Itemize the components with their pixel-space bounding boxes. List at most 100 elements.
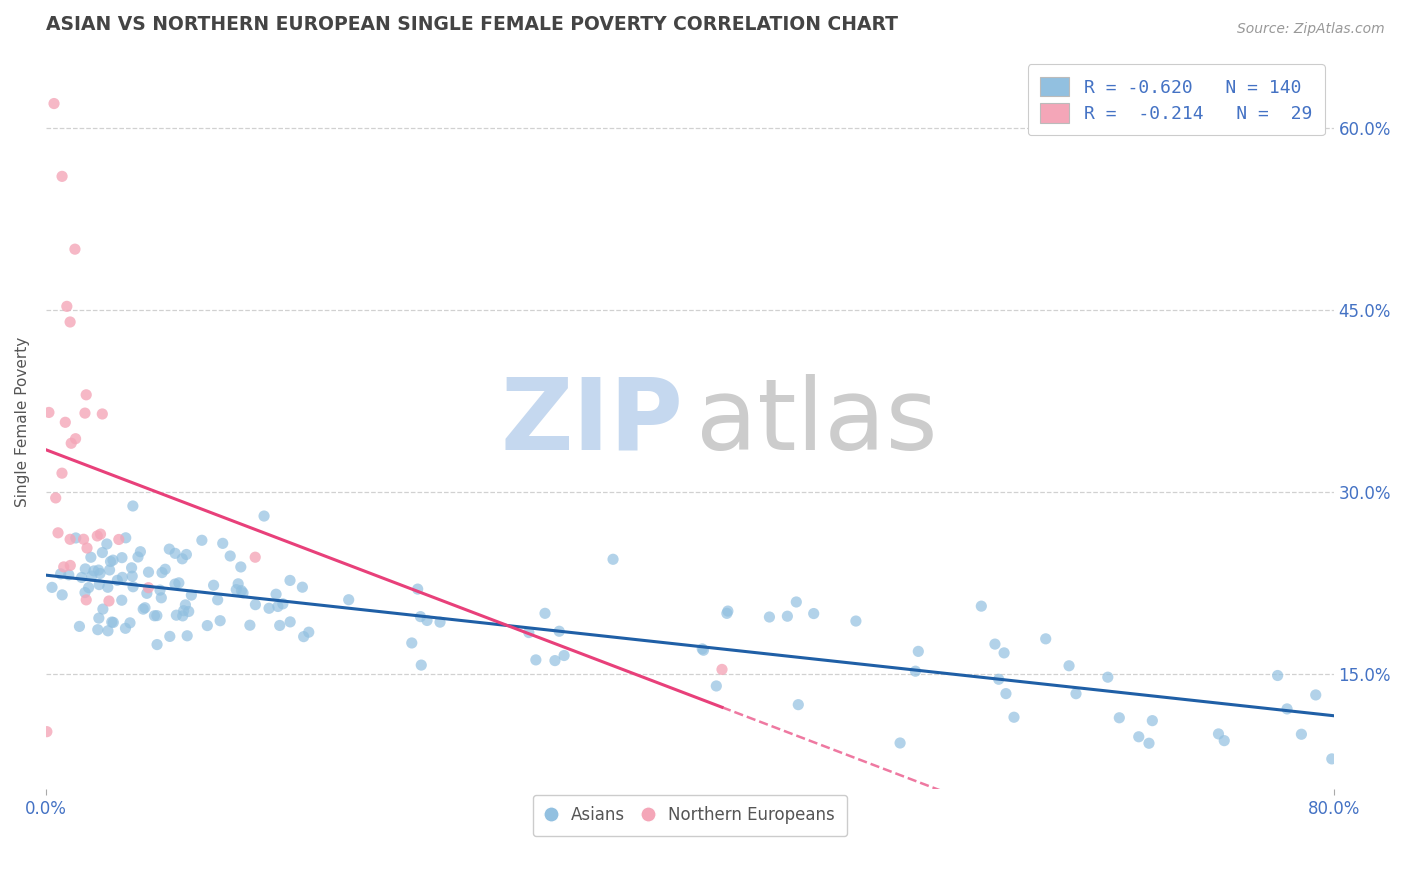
- Point: [65, 531, 87, 545]
- Point: [83, 564, 105, 578]
- Point: [292, 630, 315, 644]
- Text: ASIAN VS NORTHERN EUROPEAN SINGLE FEMALE POVERTY CORRELATION CHART: ASIAN VS NORTHERN EUROPEAN SINGLE FEMALE…: [46, 15, 898, 34]
- Point: [146, 638, 169, 652]
- Point: [56, 299, 79, 313]
- Point: [111, 593, 134, 607]
- Point: [155, 562, 177, 576]
- Point: [97, 580, 120, 594]
- Point: [907, 644, 929, 658]
- Point: [105, 574, 128, 588]
- Point: [173, 604, 195, 618]
- Point: [271, 597, 294, 611]
- Point: [163, 577, 186, 591]
- Point: [58, 567, 80, 582]
- Point: [269, 618, 291, 632]
- Point: [122, 499, 145, 513]
- Point: [111, 570, 134, 584]
- Point: [52, 560, 75, 574]
- Point: [1208, 727, 1230, 741]
- Point: [1267, 668, 1289, 682]
- Point: [207, 592, 229, 607]
- Point: [994, 687, 1017, 701]
- Point: [121, 569, 143, 583]
- Point: [1275, 702, 1298, 716]
- Point: [53, 415, 76, 429]
- Point: [146, 608, 169, 623]
- Point: [60, 436, 83, 450]
- Point: [73, 406, 96, 420]
- Point: [75, 388, 97, 402]
- Point: [517, 625, 540, 640]
- Point: [98, 594, 121, 608]
- Point: [103, 615, 125, 630]
- Point: [89, 527, 111, 541]
- Point: [157, 542, 180, 557]
- Point: [1213, 733, 1236, 747]
- Point: [278, 574, 301, 588]
- Point: [1142, 714, 1164, 728]
- Point: [553, 648, 575, 663]
- Point: [91, 407, 114, 421]
- Point: [38, 405, 60, 419]
- Point: [544, 654, 567, 668]
- Point: [167, 575, 190, 590]
- Point: [89, 566, 111, 581]
- Point: [51, 169, 73, 184]
- Point: [129, 545, 152, 559]
- Point: [298, 625, 321, 640]
- Point: [180, 588, 202, 602]
- Point: [291, 580, 314, 594]
- Point: [150, 591, 173, 605]
- Point: [711, 662, 734, 676]
- Point: [132, 602, 155, 616]
- Point: [108, 533, 131, 547]
- Point: [1057, 658, 1080, 673]
- Point: [690, 641, 713, 656]
- Point: [232, 586, 254, 600]
- Point: [524, 653, 547, 667]
- Point: [1064, 687, 1087, 701]
- Point: [111, 550, 134, 565]
- Point: [1320, 752, 1343, 766]
- Point: [89, 577, 111, 591]
- Point: [122, 580, 145, 594]
- Point: [787, 698, 810, 712]
- Point: [225, 582, 247, 597]
- Point: [59, 533, 82, 547]
- Point: [1097, 670, 1119, 684]
- Point: [150, 566, 173, 580]
- Point: [264, 587, 287, 601]
- Point: [138, 581, 160, 595]
- Point: [114, 621, 136, 635]
- Point: [1128, 730, 1150, 744]
- Point: [548, 624, 571, 639]
- Point: [101, 553, 124, 567]
- Point: [59, 558, 82, 573]
- Y-axis label: Single Female Poverty: Single Female Poverty: [15, 337, 30, 508]
- Point: [65, 432, 87, 446]
- Point: [45, 491, 67, 505]
- Point: [118, 615, 141, 630]
- Point: [176, 629, 198, 643]
- Point: [211, 536, 233, 550]
- Point: [209, 614, 232, 628]
- Point: [98, 563, 121, 577]
- Point: [87, 623, 110, 637]
- Point: [602, 552, 624, 566]
- Point: [904, 664, 927, 678]
- Point: [177, 605, 200, 619]
- Point: [245, 550, 267, 565]
- Point: [59, 315, 82, 329]
- Point: [121, 561, 143, 575]
- Text: atlas: atlas: [696, 374, 938, 471]
- Point: [692, 643, 714, 657]
- Point: [245, 598, 267, 612]
- Point: [411, 658, 433, 673]
- Point: [67, 619, 90, 633]
- Point: [80, 550, 103, 565]
- Point: [401, 636, 423, 650]
- Point: [1137, 736, 1160, 750]
- Point: [202, 578, 225, 592]
- Point: [100, 555, 122, 569]
- Point: [429, 615, 451, 629]
